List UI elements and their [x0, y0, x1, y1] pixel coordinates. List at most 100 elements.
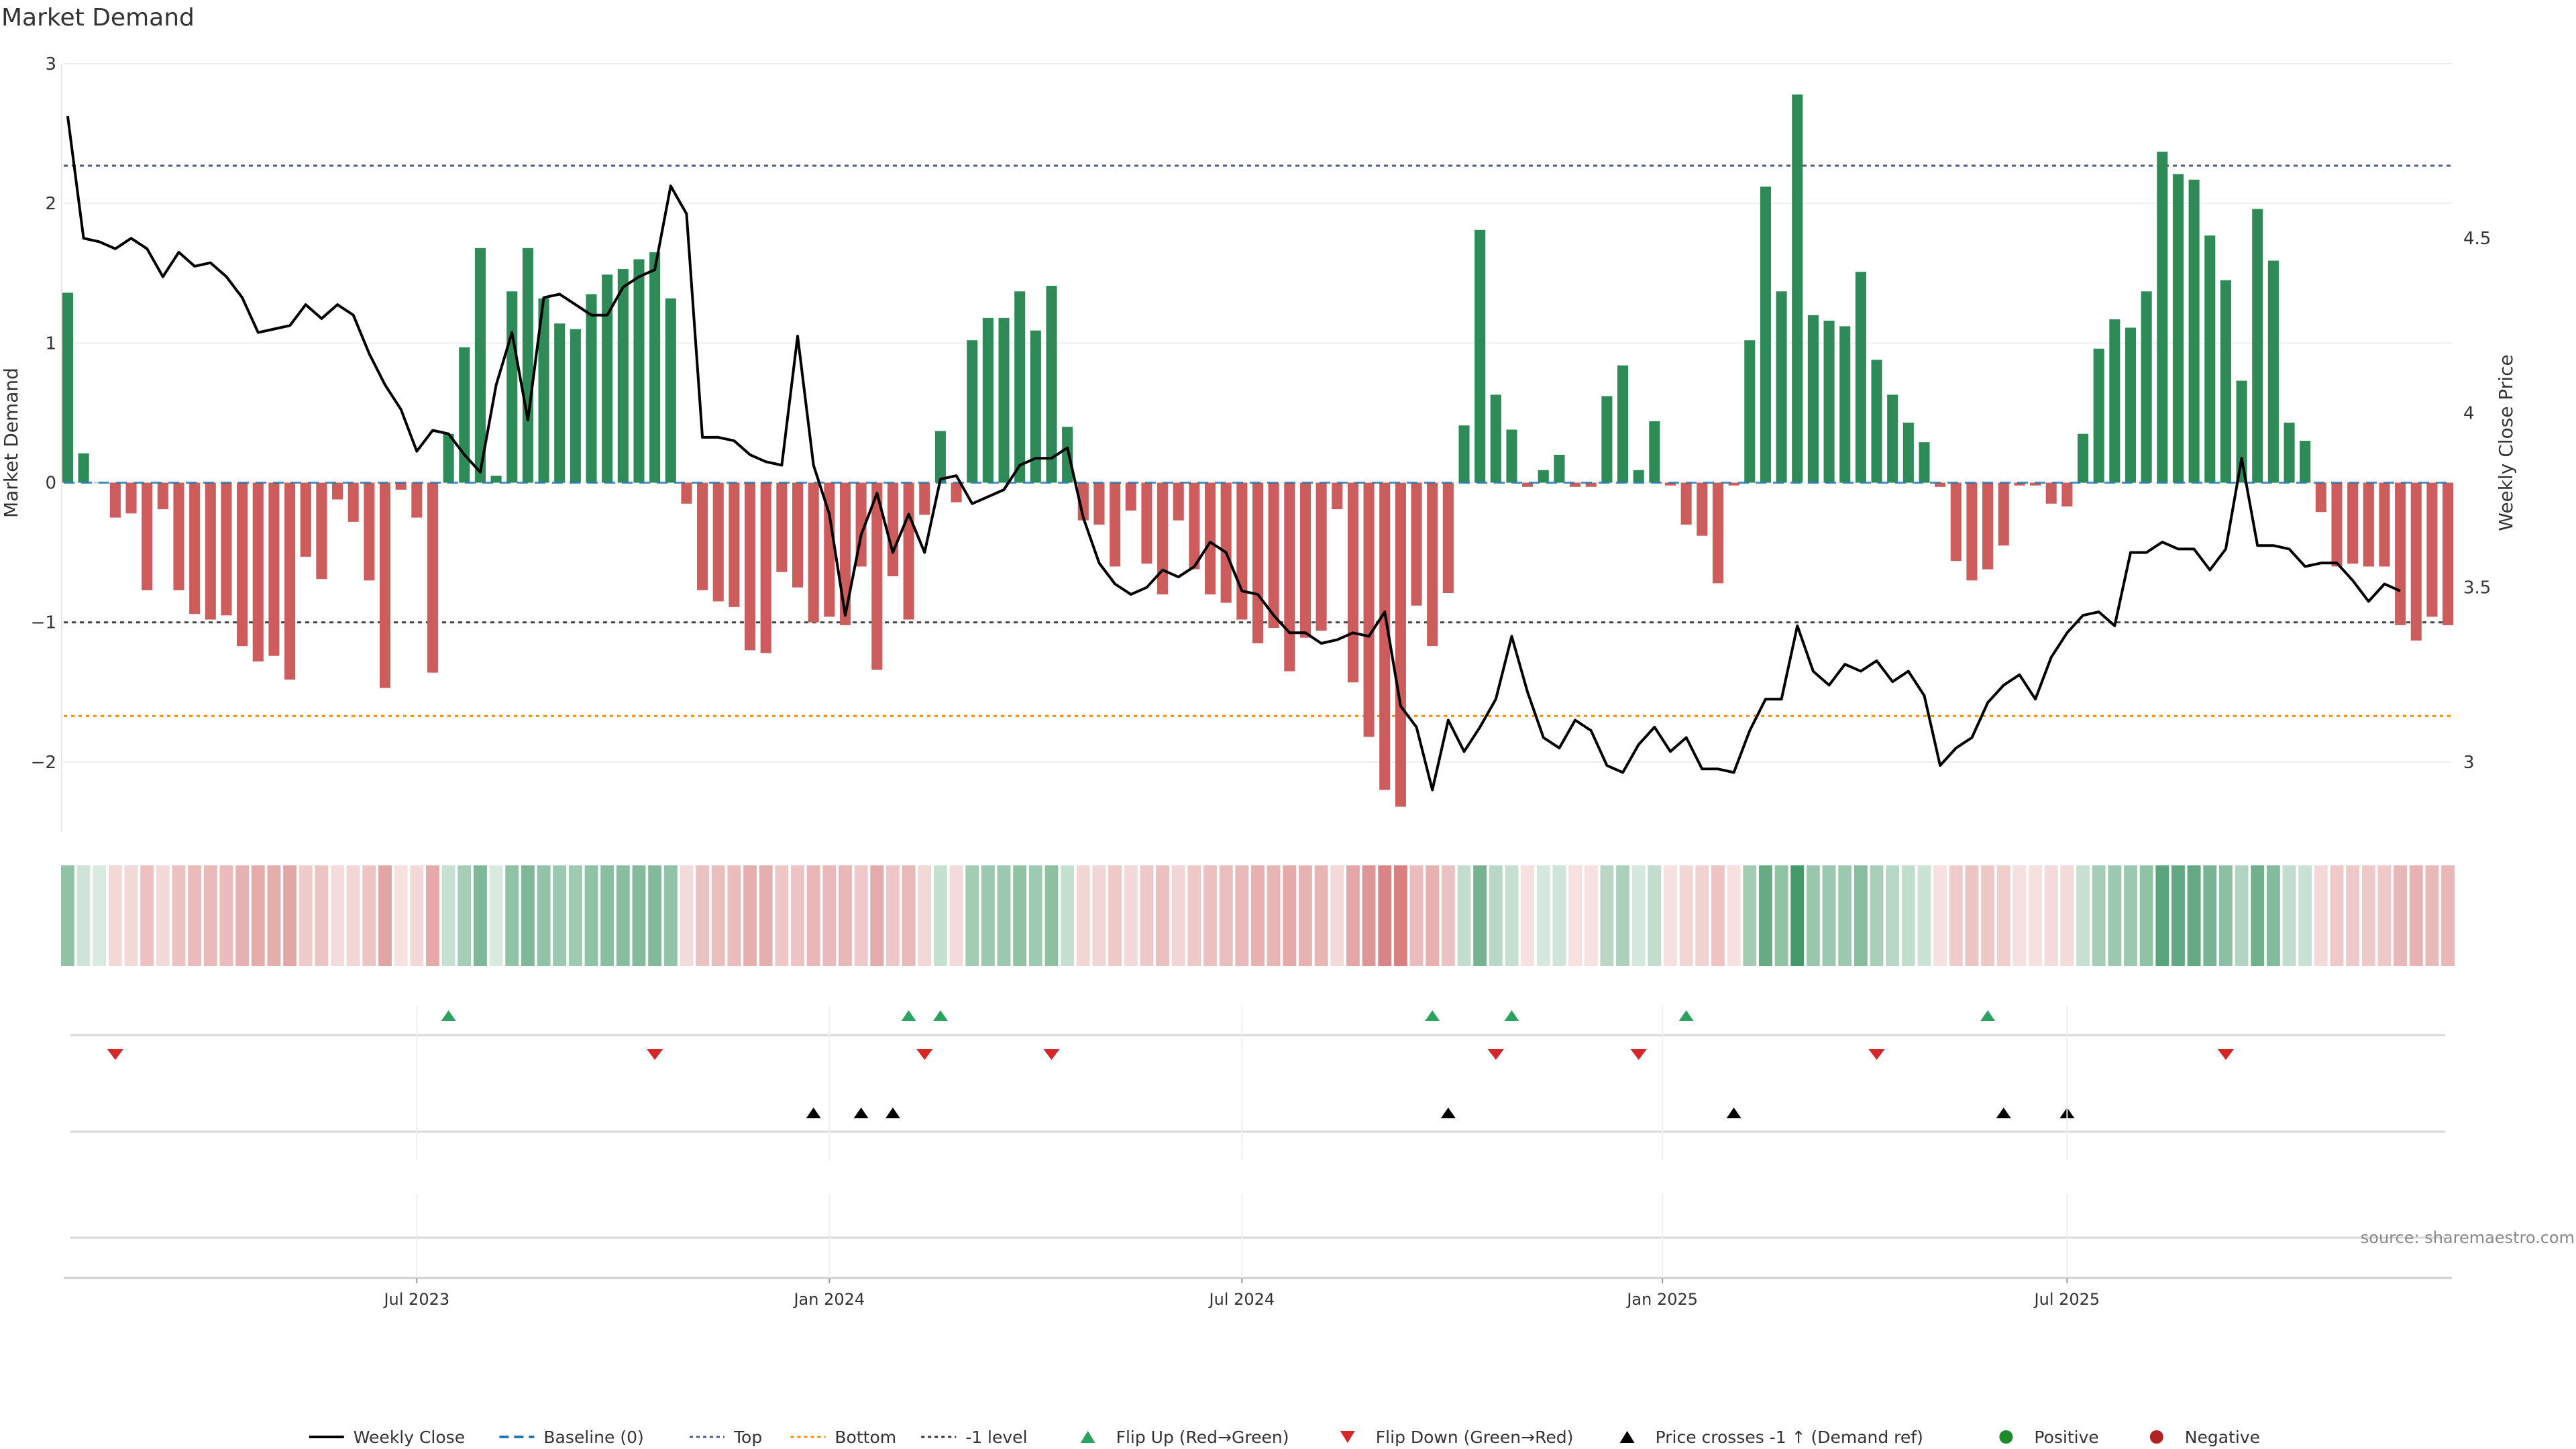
- demand-bar: [347, 482, 359, 522]
- heat-cell: [839, 865, 852, 966]
- heat-cell: [505, 865, 519, 966]
- demand-bar: [2236, 380, 2247, 483]
- demand-bar: [1982, 482, 1994, 570]
- demand-bar: [2157, 152, 2168, 483]
- y-axis-label: Market Demand: [0, 368, 22, 518]
- heat-cell: [680, 865, 694, 966]
- heat-cell: [1330, 865, 1344, 966]
- heat-cell: [473, 865, 487, 966]
- heat-cell: [981, 865, 995, 966]
- demand-bar: [871, 482, 883, 670]
- demand-bar: [1347, 482, 1358, 683]
- legend-item: Baseline (0): [499, 1428, 644, 1447]
- demand-bar: [1633, 470, 1644, 483]
- heat-cell: [2409, 865, 2423, 966]
- heat-cell: [965, 865, 979, 966]
- demand-bar: [2109, 319, 2121, 483]
- heat-cell: [775, 865, 789, 966]
- flip-up-marker: [1678, 1010, 1694, 1021]
- demand-bar: [1093, 482, 1105, 525]
- heat-cell: [1044, 865, 1059, 966]
- legend-item: Top: [690, 1428, 762, 1447]
- heat-cell: [251, 865, 265, 966]
- heat-cell: [1108, 865, 1122, 966]
- heat-cell: [2314, 865, 2328, 966]
- demand-bar: [1173, 482, 1184, 521]
- demand-bar: [2204, 235, 2216, 483]
- heat-cell: [568, 865, 582, 966]
- heat-cell: [76, 865, 91, 966]
- demand-bar: [2267, 260, 2279, 483]
- heat-cell: [1203, 865, 1217, 966]
- heat-cell: [1616, 865, 1629, 966]
- heat-cell: [1156, 865, 1170, 966]
- demand-bar: [1316, 482, 1327, 631]
- heat-cell: [1393, 865, 1407, 966]
- demand-bar: [443, 433, 454, 483]
- heat-cell: [346, 865, 360, 966]
- demand-bar: [1014, 291, 1026, 483]
- heat-cell: [2330, 865, 2344, 966]
- demand-bar: [1427, 482, 1438, 647]
- heat-cell: [584, 865, 598, 966]
- heat-cell: [1790, 865, 1805, 966]
- legend: Weekly Close Baseline (0) Top Bottom -1 leve…: [309, 1428, 2260, 1447]
- heat-cell: [108, 865, 122, 966]
- heat-cell: [933, 865, 947, 966]
- demand-bar: [2093, 348, 2104, 483]
- demand-bar: [586, 294, 597, 483]
- demand-bar: [1760, 186, 1771, 483]
- demand-bar: [1902, 423, 1914, 483]
- heat-cell: [410, 865, 424, 966]
- demand-bar: [506, 291, 518, 483]
- legend-item: Flip Up (Red→Green): [1080, 1428, 1289, 1447]
- demand-bar: [2284, 423, 2295, 483]
- demand-bar: [1680, 482, 1692, 525]
- demand-bar: [189, 482, 201, 614]
- heat-cell: [1648, 865, 1662, 966]
- heat-cell: [1235, 865, 1249, 966]
- heat-cell: [806, 865, 820, 966]
- demand-bar: [2315, 482, 2326, 513]
- demand-bar: [1935, 482, 1946, 487]
- heat-cell: [2203, 865, 2217, 966]
- demand-bar: [1776, 291, 1787, 483]
- x-tick-label: Jan 2025: [1625, 1290, 1698, 1309]
- flip-down-marker: [916, 1049, 933, 1060]
- heat-cell: [632, 865, 646, 966]
- heat-cell: [1346, 865, 1360, 966]
- demand-bar: [2030, 482, 2041, 486]
- heat-cell: [521, 865, 535, 966]
- demand-bar: [1474, 229, 1486, 483]
- heat-cell: [1949, 865, 1963, 966]
- heat-cell: [1965, 865, 1979, 966]
- demand-bar: [824, 482, 835, 617]
- demand-bar: [1379, 482, 1391, 790]
- heat-cell: [2266, 865, 2280, 966]
- heat-cell: [1996, 865, 2010, 966]
- heat-cell: [1219, 865, 1233, 966]
- heat-cell: [1314, 865, 1328, 966]
- heat-cell: [1505, 865, 1519, 966]
- heat-cell: [378, 865, 392, 966]
- legend-item: Negative: [2149, 1428, 2260, 1447]
- heat-cell: [1028, 865, 1042, 966]
- heat-cell: [299, 865, 313, 966]
- heat-cell: [2187, 865, 2201, 966]
- demand-bar: [205, 482, 216, 620]
- demand-bar: [1617, 365, 1629, 483]
- heat-cell: [1187, 865, 1201, 966]
- legend-label: Bottom: [835, 1428, 896, 1447]
- y2-axis-label: Weekly Close Price: [2495, 354, 2517, 531]
- demand-bar: [998, 317, 1010, 483]
- heat-cell: [553, 865, 567, 966]
- heat-cell: [331, 865, 344, 966]
- demand-bar: [602, 274, 613, 483]
- heat-cell: [93, 865, 107, 966]
- price-cross-marker: [1440, 1108, 1456, 1118]
- heat-cell: [140, 865, 154, 966]
- demand-bar: [1268, 482, 1279, 629]
- heat-cell: [1092, 865, 1106, 966]
- x-tick-label: Jan 2024: [792, 1290, 865, 1309]
- demand-bar: [1697, 482, 1708, 536]
